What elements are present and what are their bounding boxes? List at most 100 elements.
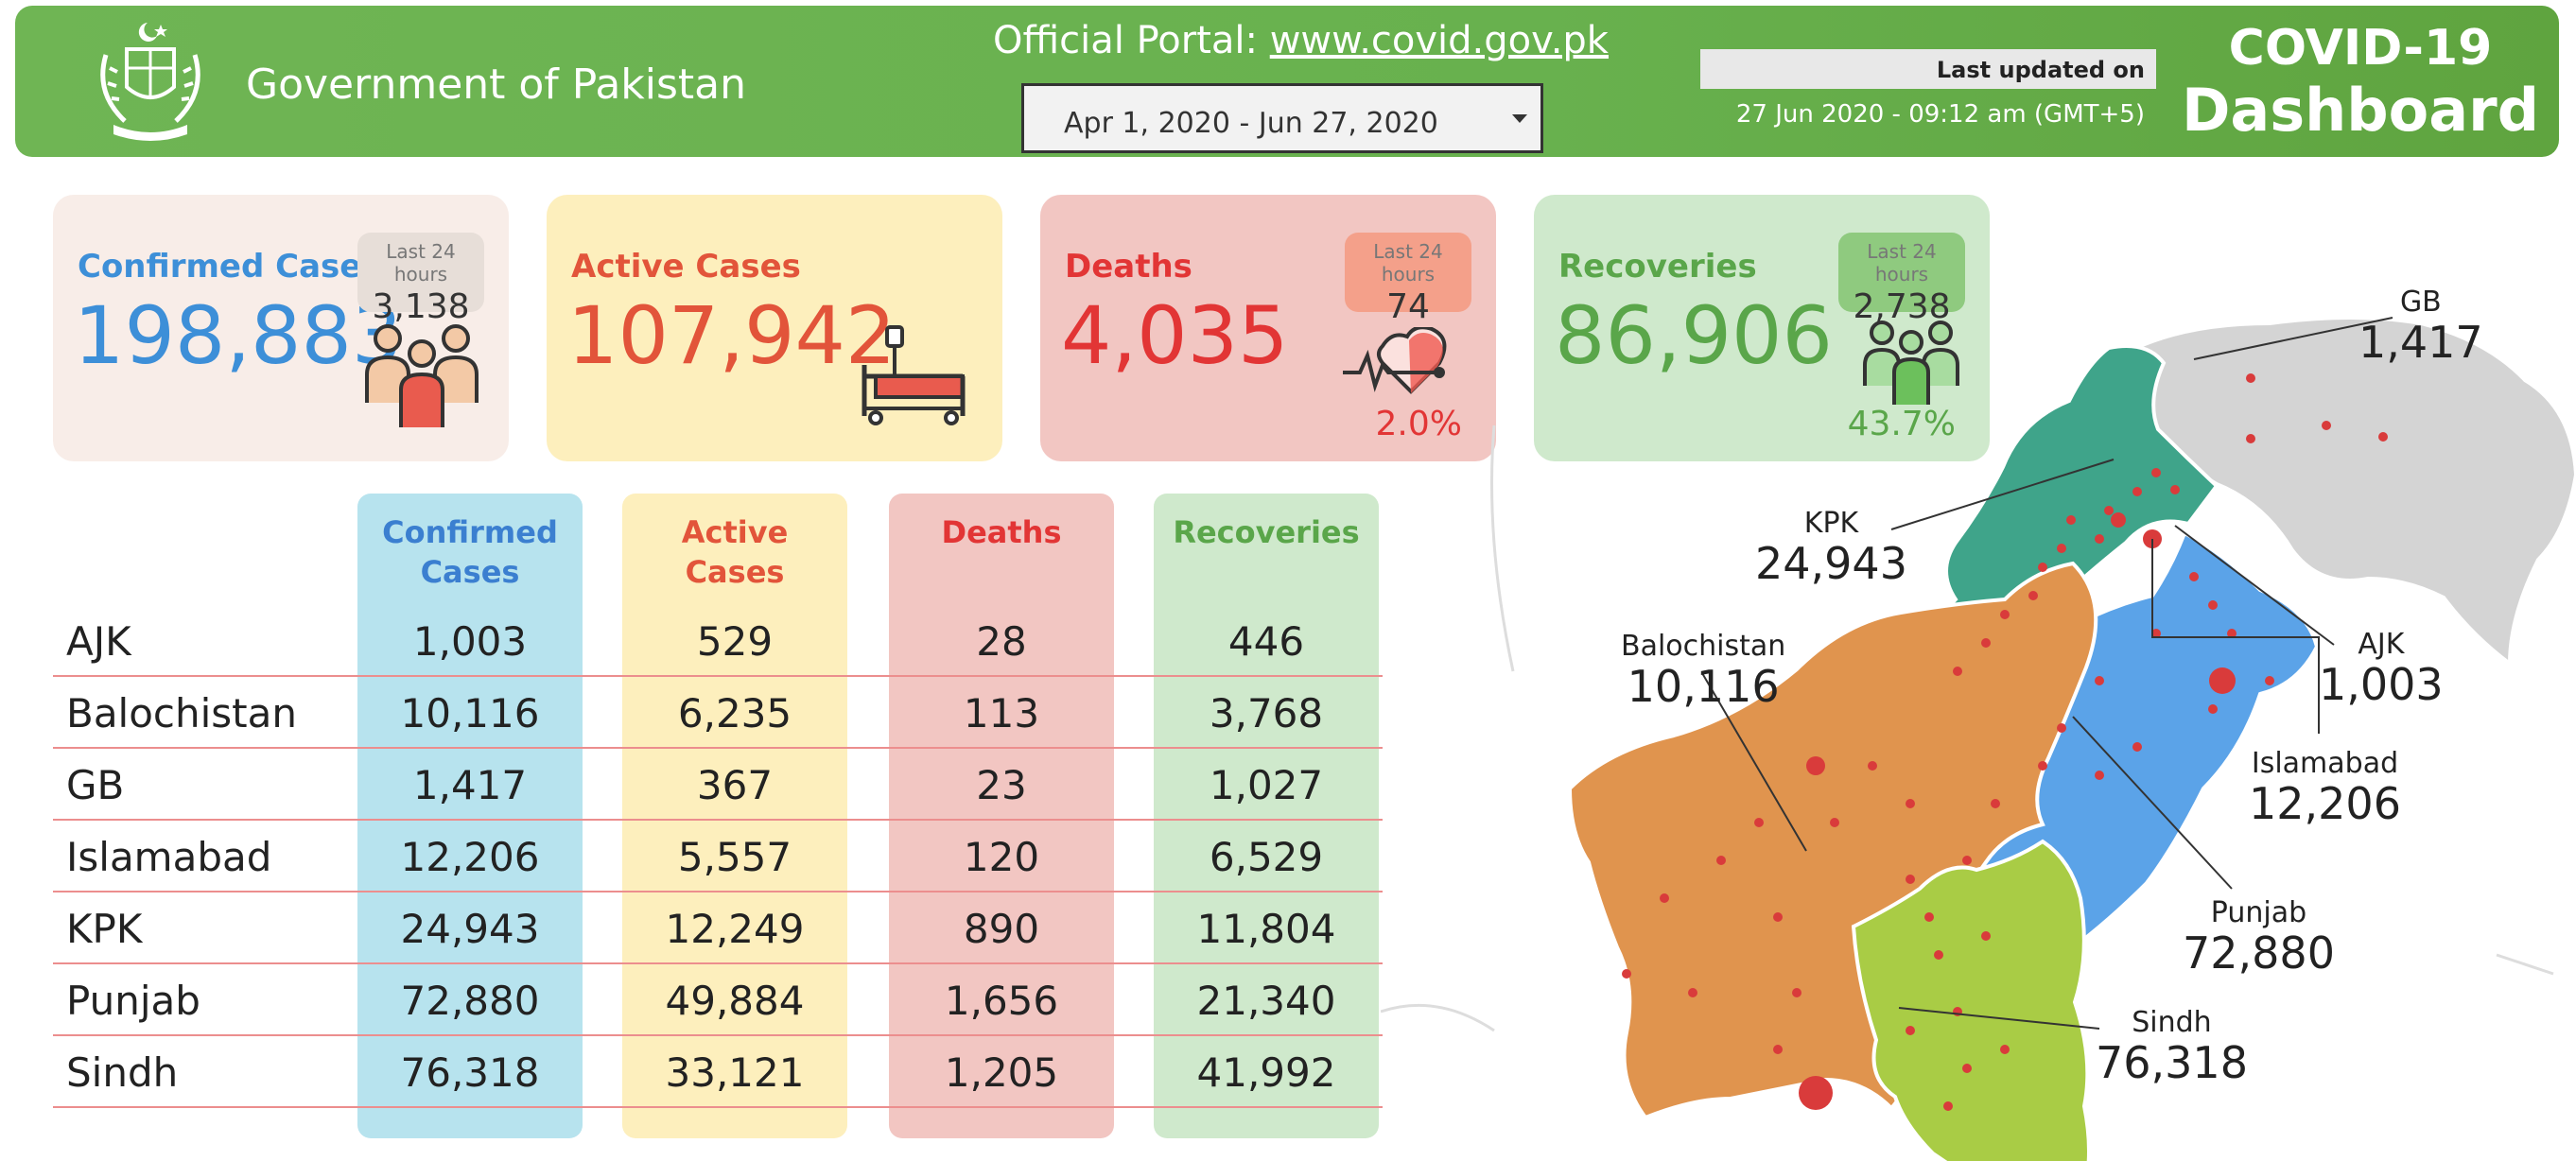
header-line: Confirmed [382, 514, 558, 550]
card-value: 107,942 [567, 289, 896, 382]
pakistan-map: GB 1,417 KPK 24,943 AJK 1,003 Balochista… [1380, 236, 2576, 1161]
map-label-sindh: Sindh 76,318 [2096, 1006, 2248, 1086]
recoveries-cell: 41,992 [1196, 1049, 1336, 1096]
active-cell: 12,249 [665, 906, 805, 952]
deaths-cell: 23 [976, 762, 1027, 808]
card-value: 4,035 [1061, 289, 1289, 382]
header-line: Cases [420, 554, 520, 590]
active-cases-card: Active Cases 107,942 [547, 195, 1002, 461]
region-name: GB [66, 762, 125, 808]
recoveries-column-bg [1154, 494, 1379, 1138]
confirmed-column-bg [357, 494, 583, 1138]
deaths-cell: 113 [963, 690, 1040, 736]
dashboard-title-line2: Dashboard [2181, 76, 2540, 145]
region-name: Sindh [66, 1049, 179, 1096]
region-label: AJK [2358, 628, 2405, 661]
region-name: Punjab [66, 978, 200, 1024]
portal-link[interactable]: www.covid.gov.pk [1269, 19, 1609, 62]
badge-label: Last 24 hours [1373, 240, 1443, 286]
deaths-cell: 1,656 [944, 978, 1059, 1024]
people-group-icon [365, 324, 479, 427]
header-bar: Government of Pakistan Official Portal: … [15, 6, 2559, 157]
map-label-islamabad: Islamabad 12,206 [2249, 747, 2401, 827]
active-column-bg [622, 494, 847, 1138]
recoveries-card: Recoveries 86,906 Last 24 hours 2,738 43… [1534, 195, 1990, 461]
recoveries-cell: 3,768 [1209, 690, 1324, 736]
last-updated-label: Last updated on [1700, 49, 2156, 89]
deaths-cell: 1,205 [944, 1049, 1059, 1096]
map-label-balochistan: Balochistan 10,116 [1621, 630, 1785, 710]
active-cell: 33,121 [665, 1049, 805, 1096]
dashboard-title: COVID-19 Dashboard [2181, 19, 2540, 144]
region-name: KPK [66, 906, 143, 952]
confirmed-cell: 24,943 [400, 906, 540, 952]
date-range-select[interactable]: Apr 1, 2020 - Jun 27, 2020 [1021, 83, 1543, 153]
region-label: Balochistan [1621, 630, 1786, 663]
active-cell: 5,557 [677, 834, 792, 880]
header-line: Cases [685, 554, 785, 590]
region-label: Punjab [2210, 896, 2307, 929]
last-24h-badge: Last 24 hours 2,738 [1838, 233, 1965, 326]
card-title: Recoveries [1558, 248, 1757, 286]
recoveries-cell: 446 [1227, 618, 1305, 665]
active-cell: 6,235 [677, 690, 792, 736]
region-label: Islamabad [2251, 747, 2399, 780]
table-row: GB 1,417 367 23 1,027 [53, 749, 1383, 821]
table-row: AJK 1,003 529 28 446 [53, 605, 1383, 677]
recovered-people-icon [1863, 321, 1959, 405]
map-svg [1380, 316, 2576, 1161]
region-value: 1,003 [2319, 659, 2444, 710]
region-label: Sindh [2132, 1006, 2212, 1039]
active-cell: 367 [696, 762, 774, 808]
confirmed-cell: 1,417 [412, 762, 528, 808]
card-title: Active Cases [571, 248, 801, 286]
region-name: Islamabad [66, 834, 272, 880]
confirmed-cases-card: Confirmed Cases 198,883 Last 24 hours 3,… [53, 195, 509, 461]
badge-label: Last 24 hours [1867, 240, 1937, 286]
confirmed-cell: 10,116 [400, 690, 540, 736]
table-row: Punjab 72,880 49,884 1,656 21,340 [53, 964, 1383, 1036]
recovery-percent: 43.7% [1847, 405, 1956, 443]
map-label-gb: GB 1,417 [2358, 286, 2483, 366]
official-portal: Official Portal: www.covid.gov.pk [993, 19, 1609, 62]
chevron-down-icon[interactable] [1512, 114, 1527, 123]
government-title: Government of Pakistan [246, 61, 747, 109]
header-active-cases: Active Cases [622, 512, 847, 592]
region-gb[interactable] [2124, 316, 2576, 667]
card-value: 198,883 [74, 289, 403, 382]
heartbeat-icon [1343, 327, 1447, 394]
active-cell: 529 [696, 618, 774, 665]
confirmed-cell: 72,880 [400, 978, 540, 1024]
header-line: Active [681, 514, 789, 550]
last-updated-time: 27 Jun 2020 - 09:12 am (GMT+5) [1735, 100, 2145, 129]
region-value: 76,318 [2096, 1037, 2248, 1088]
deaths-column-bg [889, 494, 1114, 1138]
confirmed-cell: 12,206 [400, 834, 540, 880]
header-confirmed-cases: Confirmed Cases [357, 512, 583, 592]
deaths-cell: 890 [963, 906, 1040, 952]
badge-value: 74 [1386, 287, 1430, 326]
table-row: Sindh 76,318 33,121 1,205 41,992 [53, 1036, 1383, 1108]
deaths-card: Deaths 4,035 Last 24 hours 74 2.0% [1040, 195, 1496, 461]
portal-label: Official Portal: [993, 19, 1270, 62]
table-row: Islamabad 12,206 5,557 120 6,529 [53, 821, 1383, 892]
region-value: 72,880 [2183, 927, 2335, 979]
badge-value: 2,738 [1853, 287, 1951, 326]
region-label: KPK [1803, 507, 1859, 540]
active-cell: 49,884 [665, 978, 805, 1024]
header-line: Deaths [941, 514, 1062, 550]
card-value: 86,906 [1555, 289, 1833, 382]
badge-label: Last 24 hours [386, 240, 456, 286]
header-line: Recoveries [1173, 514, 1360, 550]
region-name: AJK [66, 618, 131, 665]
region-label: GB [2399, 286, 2442, 319]
last-24h-badge: Last 24 hours 74 [1345, 233, 1471, 326]
map-label-kpk: KPK 24,943 [1755, 507, 1907, 587]
recoveries-cell: 6,529 [1209, 834, 1324, 880]
recoveries-cell: 1,027 [1209, 762, 1324, 808]
region-sindh[interactable] [1851, 839, 2091, 1161]
region-value: 1,417 [2358, 317, 2483, 368]
dashboard-title-line1: COVID-19 [2228, 20, 2493, 77]
recoveries-cell: 21,340 [1196, 978, 1336, 1024]
region-value: 24,943 [1755, 538, 1907, 589]
